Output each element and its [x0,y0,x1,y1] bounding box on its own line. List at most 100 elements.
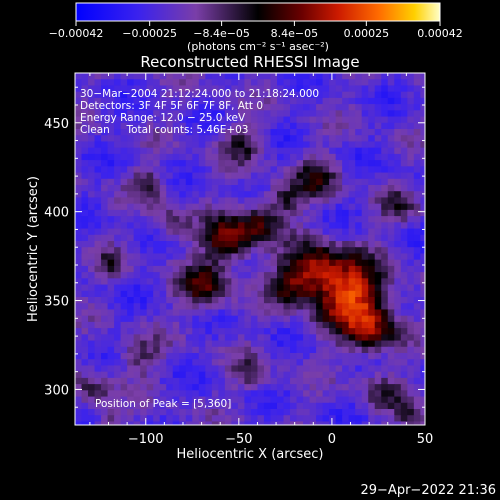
heatmap-cell [205,328,213,336]
heatmap-cell [407,278,415,286]
heatmap-cell [166,241,174,249]
heatmap-cell [290,197,298,205]
heatmap-cell [368,259,376,267]
heatmap-cell [322,328,330,336]
heatmap-cell [172,153,180,162]
heatmap-cell [407,309,415,317]
heatmap-cell [114,110,122,118]
heatmap-cell [342,272,350,280]
heatmap-cell [427,341,434,348]
heatmap-cell [250,216,259,224]
heatmap-cell [88,141,96,149]
heatmap-cell [81,166,89,174]
heatmap-cell [303,377,311,386]
heatmap-cell [120,110,128,118]
heatmap-cell [94,135,102,143]
heatmap-cell [276,141,285,149]
heatmap-cell [81,309,89,317]
heatmap-cell [166,216,174,224]
heatmap-cell [335,172,343,180]
heatmap-cell [387,359,395,367]
heatmap-cell [185,116,193,124]
heatmap-cell [88,259,96,267]
heatmap-cell [108,428,115,435]
heatmap-cell [146,421,154,425]
heatmap-cell [322,421,330,425]
heatmap-cell [88,222,96,230]
heatmap-cell [257,253,265,261]
heatmap-cell [329,309,337,317]
heatmap-cell [290,104,298,112]
heatmap-cell [270,396,278,404]
heatmap-cell [211,340,219,348]
heatmap-cell [309,390,317,398]
heatmap-cell [361,409,369,417]
heatmap-cell [224,97,232,106]
heatmap-cell [250,253,259,261]
heatmap-cell [81,241,89,249]
heatmap-cell [120,91,128,99]
heatmap-cell [179,253,187,261]
heatmap-cell [290,166,298,174]
heatmap-cell [368,85,376,93]
heatmap-cell [303,203,311,211]
heatmap-cell [114,85,122,93]
heatmap-cell [257,73,265,81]
colorbar-unit-label: (photons cm⁻² s⁻¹ asec⁻²) [187,40,329,53]
heatmap-cell [400,328,408,336]
heatmap-cell [94,377,102,386]
heatmap-cell [146,253,154,261]
heatmap-cell [394,290,402,298]
heatmap-cell [263,315,272,323]
heatmap-cell [322,110,330,118]
heatmap-cell [101,122,109,130]
heatmap-cell [387,73,395,81]
heatmap-cell [153,147,161,155]
heatmap-cell [290,377,298,386]
heatmap-cell [381,253,389,261]
heatmap-cell [244,409,252,417]
heatmap-cell [361,135,369,143]
heatmap-cell [172,73,180,81]
heatmap-cell [257,147,265,155]
heatmap-cell [205,79,213,87]
heatmap-cell [107,79,115,87]
heatmap-cell [316,297,324,305]
heatmap-cell [205,377,213,386]
heatmap-cell [244,209,252,218]
heatmap-cell [101,191,109,199]
heatmap-cell [407,110,415,118]
heatmap-cell [348,309,356,317]
heatmap-cell [166,409,174,417]
heatmap-cell [237,259,246,267]
heatmap-cell [185,247,193,255]
heatmap-cell [172,110,180,118]
heatmap-cell [185,284,193,292]
heatmap-cell [296,346,304,354]
heatmap-cell [250,222,259,230]
heatmap-cell [205,259,213,267]
heatmap-cell [309,191,317,199]
heatmap-cell [381,85,389,93]
heatmap-cell [263,160,272,168]
heatmap-cell [107,209,115,218]
heatmap-cell [211,272,219,280]
heatmap-cell [120,147,128,155]
heatmap-cell [322,228,330,236]
heatmap-cell [107,191,115,199]
heatmap-cell [290,178,298,186]
heatmap-cell [381,402,389,410]
heatmap-cell [237,297,246,305]
heatmap-cell [316,353,324,361]
heatmap-cell [146,241,154,249]
heatmap-cell [309,297,317,305]
heatmap-cell [387,334,395,342]
heatmap-cell [185,371,193,379]
heatmap-cell [218,353,226,361]
heatmap-cell [309,315,317,323]
heatmap-cell [322,79,330,87]
heatmap-cell [413,97,421,106]
heatmap-cell [374,185,382,193]
heatmap-cell [179,265,187,274]
heatmap-cell [211,278,219,286]
